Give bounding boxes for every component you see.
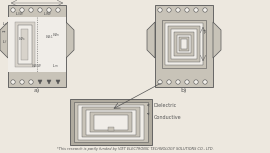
Bar (168, 26, 200, 62)
Circle shape (11, 80, 15, 84)
Bar (179, 37, 189, 51)
Circle shape (194, 80, 198, 84)
Polygon shape (47, 80, 51, 84)
Bar (174, 32, 194, 56)
Polygon shape (38, 80, 42, 84)
Circle shape (29, 8, 33, 12)
Bar (21, 29, 28, 60)
Text: $\leftrightarrow$: $\leftrightarrow$ (1, 28, 7, 35)
Text: $L_{SIW}$: $L_{SIW}$ (43, 10, 53, 18)
Circle shape (20, 80, 24, 84)
Bar (94, 114, 128, 129)
Bar (177, 35, 191, 53)
Text: $L_m$: $L_m$ (52, 62, 58, 70)
Polygon shape (147, 22, 155, 58)
Circle shape (194, 8, 198, 12)
Circle shape (20, 8, 24, 12)
Circle shape (176, 80, 180, 84)
Text: $W_m$: $W_m$ (52, 31, 60, 39)
Circle shape (167, 8, 171, 12)
Bar (70, 99, 152, 145)
Circle shape (11, 8, 15, 12)
Text: Conductive: Conductive (147, 113, 182, 120)
Polygon shape (0, 22, 8, 58)
Text: $W_{SIW}$: $W_{SIW}$ (31, 62, 43, 70)
Circle shape (158, 80, 162, 84)
Circle shape (56, 8, 60, 12)
Text: $W_s$: $W_s$ (18, 35, 26, 43)
Polygon shape (66, 22, 74, 58)
Bar (86, 110, 136, 134)
Text: a): a) (34, 88, 40, 93)
Circle shape (176, 8, 180, 12)
Circle shape (203, 80, 207, 84)
Circle shape (167, 80, 171, 84)
Polygon shape (213, 22, 221, 58)
Bar (74, 102, 148, 142)
Polygon shape (56, 80, 60, 84)
Text: *This research is partly funded by VIET ELECTRONIC TECHNOLOGY SOLUTIONS CO., LTD: *This research is partly funded by VIET … (57, 147, 213, 151)
Text: $L_s$: $L_s$ (2, 20, 8, 28)
Text: $L_{SIW}$: $L_{SIW}$ (15, 10, 25, 18)
Text: $W_{s1}$: $W_{s1}$ (45, 33, 53, 41)
Bar (171, 29, 197, 59)
Circle shape (38, 8, 42, 12)
Text: $L_f$: $L_f$ (2, 38, 8, 46)
Bar (8, 5, 66, 87)
Text: Dielectric: Dielectric (147, 103, 177, 108)
Circle shape (185, 80, 189, 84)
Text: T: T (202, 30, 205, 35)
Circle shape (29, 80, 33, 84)
Bar (90, 112, 132, 132)
Bar (15, 22, 35, 67)
Bar (108, 127, 114, 131)
Bar (78, 104, 144, 140)
Bar (18, 25, 32, 64)
Bar (155, 5, 213, 87)
Text: b): b) (181, 88, 187, 93)
Bar (82, 107, 140, 137)
Bar (165, 23, 203, 65)
Circle shape (47, 8, 51, 12)
Bar (181, 39, 187, 49)
Bar (8, 17, 66, 72)
Circle shape (185, 8, 189, 12)
Circle shape (158, 8, 162, 12)
Bar (162, 20, 206, 68)
Circle shape (203, 8, 207, 12)
